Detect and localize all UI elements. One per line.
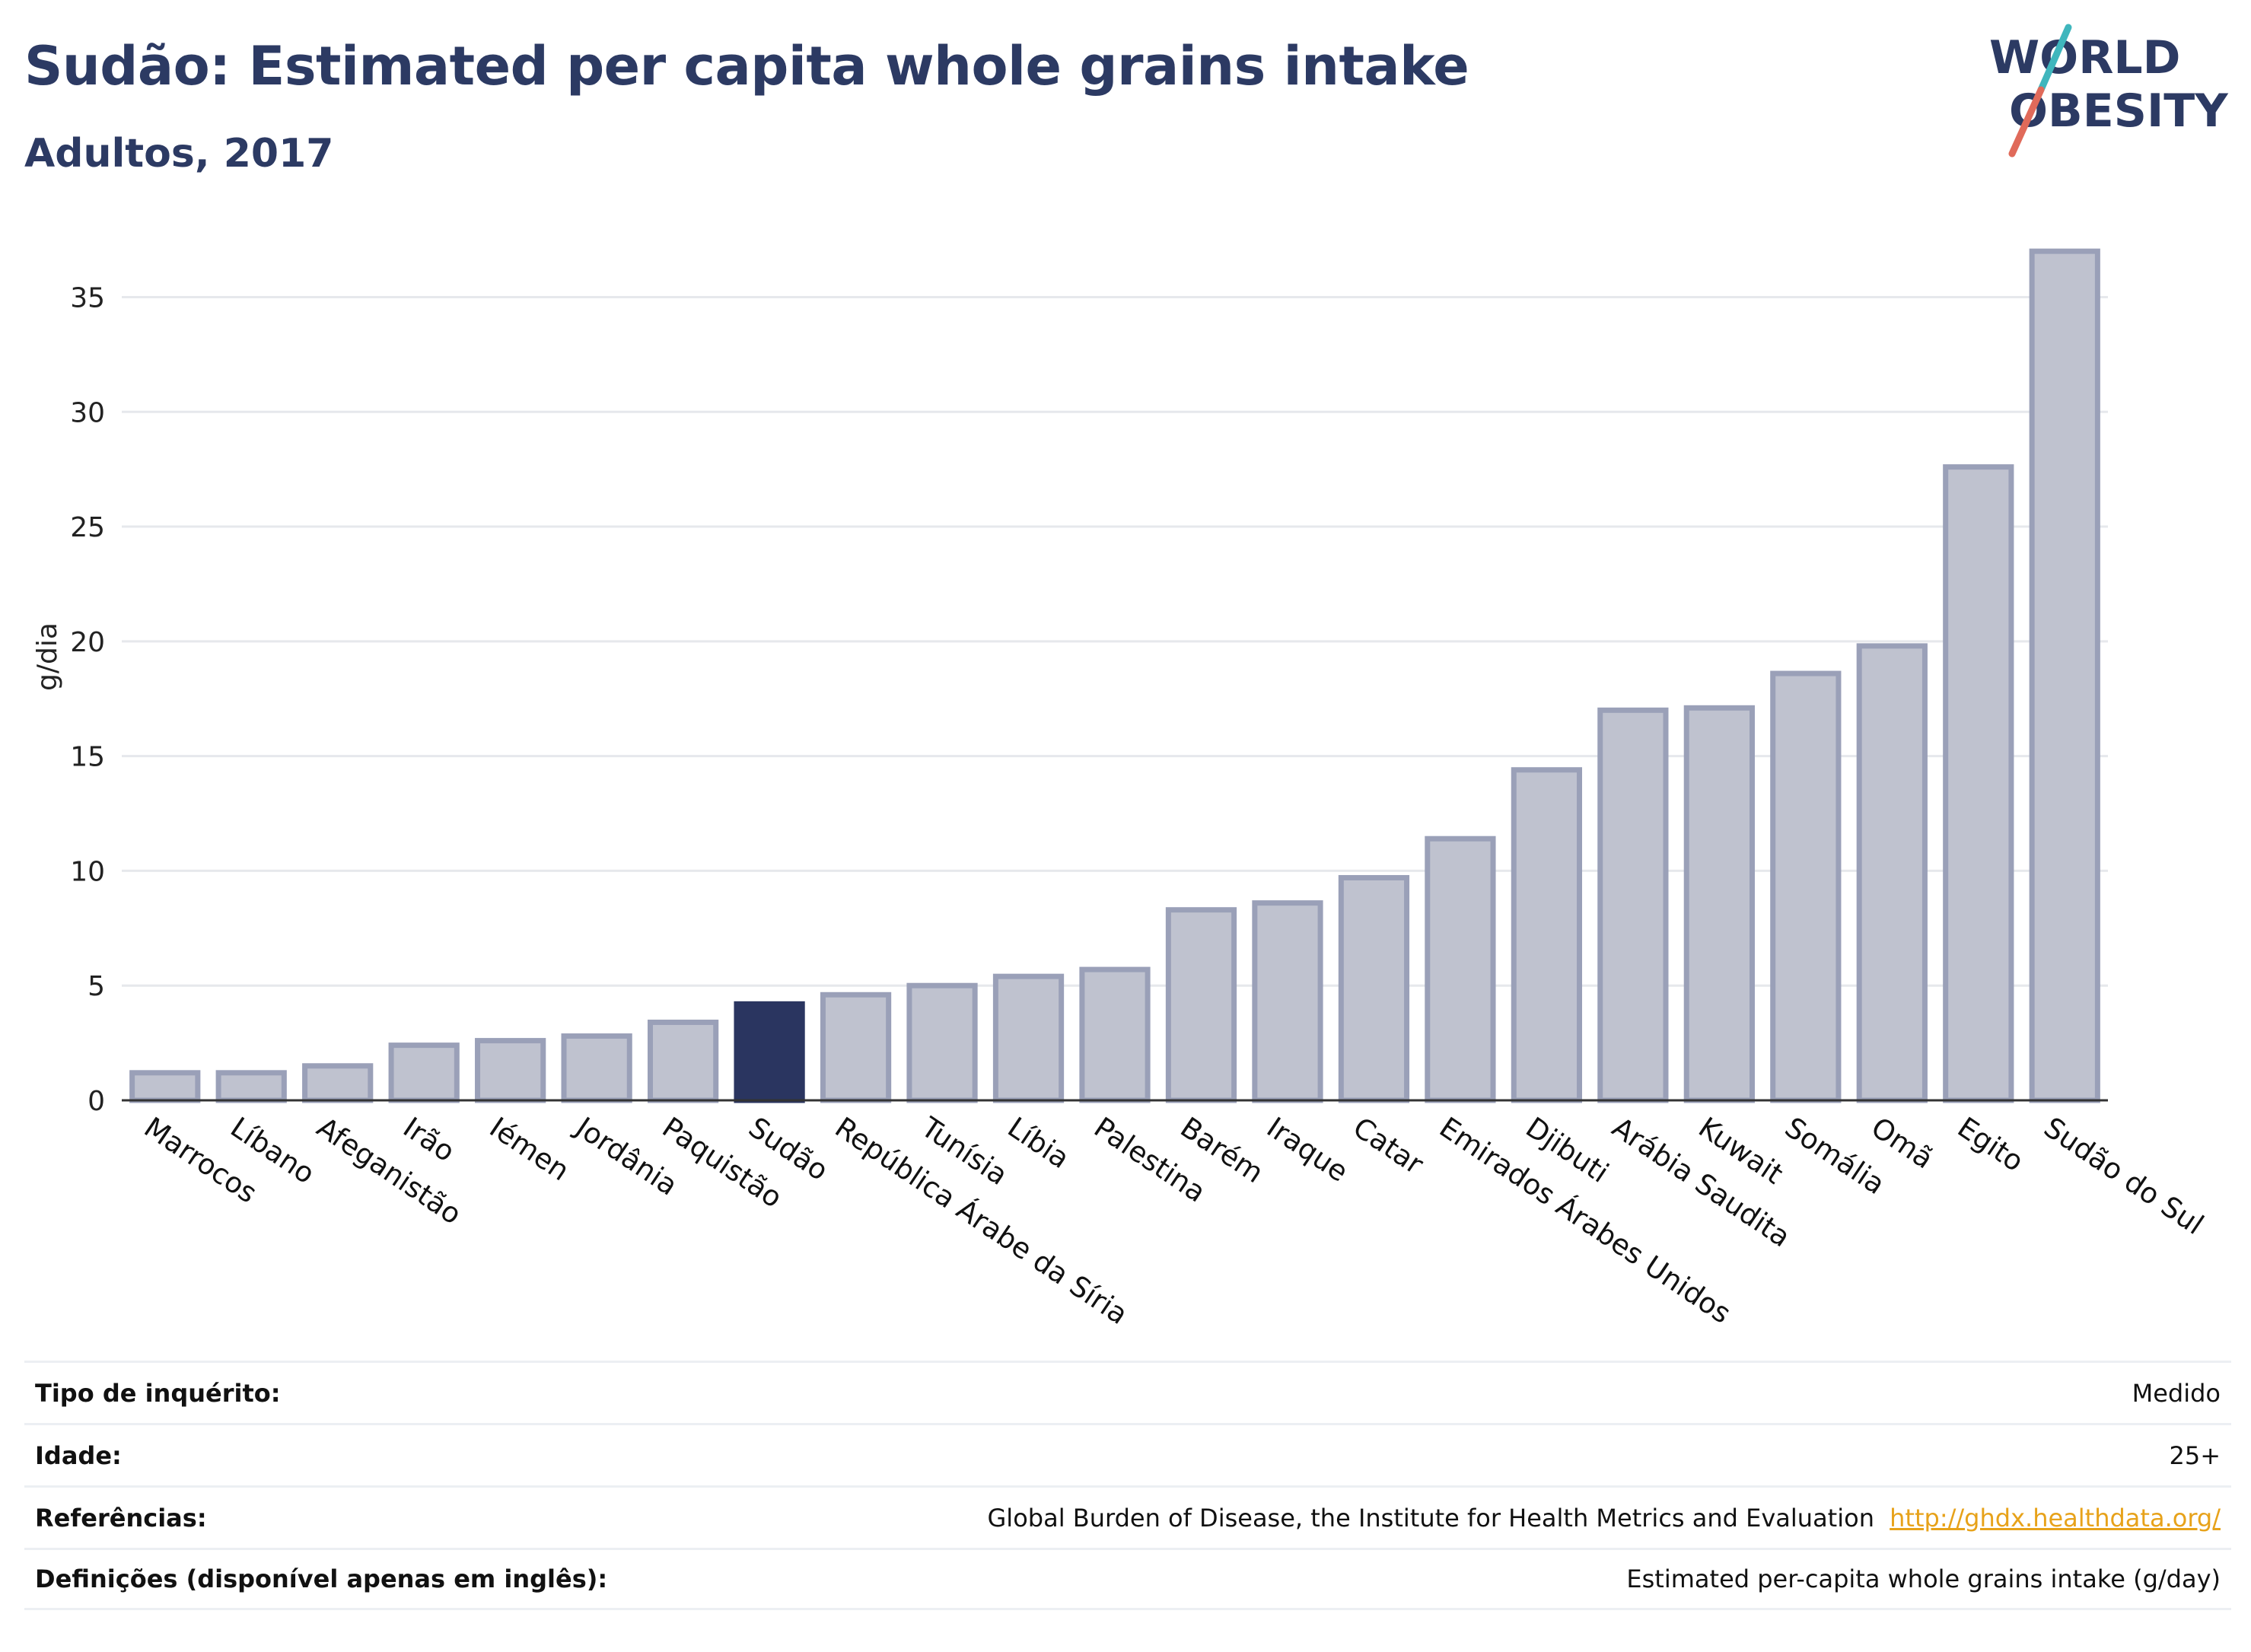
meta-value-group: Global Burden of Disease, the Institute …: [988, 1504, 2221, 1533]
bar-Djibuti: [1511, 767, 1583, 1103]
y-tick-label: 15: [70, 742, 105, 773]
x-tick-label: Afeganistão: [311, 1111, 467, 1231]
x-tick-label: Egito: [1952, 1111, 2030, 1178]
bar-Jordânia: [561, 1033, 632, 1103]
bar-República Árabe da Síria: [820, 992, 892, 1103]
y-tick-label: 35: [70, 282, 105, 314]
meta-label: Idade:: [35, 1440, 122, 1470]
x-tick-label: Irão: [397, 1111, 460, 1169]
logo-slash-teal: [2037, 24, 2072, 94]
bars: [129, 248, 2100, 1103]
y-tick-label: 30: [70, 397, 105, 428]
world-obesity-logo: WORLD OBESITY: [1989, 24, 2229, 158]
y-tick-label: 10: [70, 856, 105, 887]
y-tick-label: 0: [88, 1086, 105, 1117]
metadata-table: Tipo de inquérito: Medido Idade: 25+ Ref…: [24, 1361, 2231, 1610]
x-tick-label: Iémen: [484, 1111, 575, 1187]
y-tick-label: 20: [70, 627, 105, 658]
bar-Irão: [388, 1042, 460, 1103]
meta-row-age: Idade: 25+: [24, 1423, 2231, 1485]
bar-Sudão do Sul: [2029, 248, 2100, 1103]
bar-Somália: [1770, 670, 1842, 1103]
meta-row-survey: Tipo de inquérito: Medido: [24, 1361, 2231, 1423]
y-tick-label: 5: [88, 971, 105, 1002]
meta-value: Global Burden of Disease, the Institute …: [987, 1503, 1874, 1533]
bar-Iraque: [1252, 900, 1323, 1103]
meta-label: Definições (disponível apenas em inglês)…: [35, 1564, 608, 1593]
meta-row-definitions: Definições (disponível apenas em inglês)…: [24, 1548, 2231, 1610]
meta-value: 25+: [2169, 1440, 2221, 1470]
meta-value: Estimated per-capita whole grains intake…: [1626, 1564, 2221, 1593]
x-tick-label: Catar: [1347, 1111, 1429, 1182]
bar-Palestina: [1079, 966, 1151, 1103]
bar-Omã: [1856, 643, 1928, 1103]
bar-Paquistão: [647, 1019, 719, 1103]
logo-slash-red: [2008, 86, 2045, 158]
y-axis-ticks: 0 5 10 15 20 25 30 35: [70, 282, 105, 1117]
bar-Arábia Saudita: [1597, 707, 1669, 1103]
bar-Barém: [1165, 907, 1237, 1103]
meta-label: Tipo de inquérito:: [35, 1378, 281, 1408]
meta-row-references: Referências: Global Burden of Disease, t…: [24, 1485, 2231, 1548]
bar-Líbia: [992, 973, 1065, 1103]
bar-Marrocos: [129, 1070, 201, 1103]
bar-Sudão: [734, 1001, 805, 1103]
bar-Emirados Árabes Unidos: [1425, 836, 1496, 1103]
x-tick-label: Sudão do Sul: [2038, 1111, 2209, 1241]
bar-Líbano: [215, 1070, 287, 1103]
chart-subtitle: Adultos, 2017: [24, 131, 334, 177]
x-tick-label: Iraque: [1261, 1111, 1354, 1189]
y-tick-label: 25: [70, 512, 105, 543]
meta-value: Medido: [2132, 1378, 2221, 1408]
chart-title: Sudão: Estimated per capita whole grains…: [24, 35, 1469, 97]
y-axis-label: g/dia: [32, 622, 63, 691]
bar-Catar: [1338, 874, 1410, 1103]
reference-link[interactable]: http://ghdx.healthdata.org/: [1890, 1503, 2221, 1533]
bar-Kuwait: [1683, 705, 1755, 1103]
meta-label: Referências:: [35, 1503, 207, 1533]
bar-Egito: [1943, 464, 2014, 1103]
bar-Afeganistão: [302, 1063, 374, 1103]
bar-Tunísia: [906, 982, 978, 1103]
bar-Iémen: [475, 1038, 546, 1103]
logo-line-2: OBESITY: [2009, 84, 2229, 138]
logo-line-1: WORLD: [1989, 31, 2180, 84]
